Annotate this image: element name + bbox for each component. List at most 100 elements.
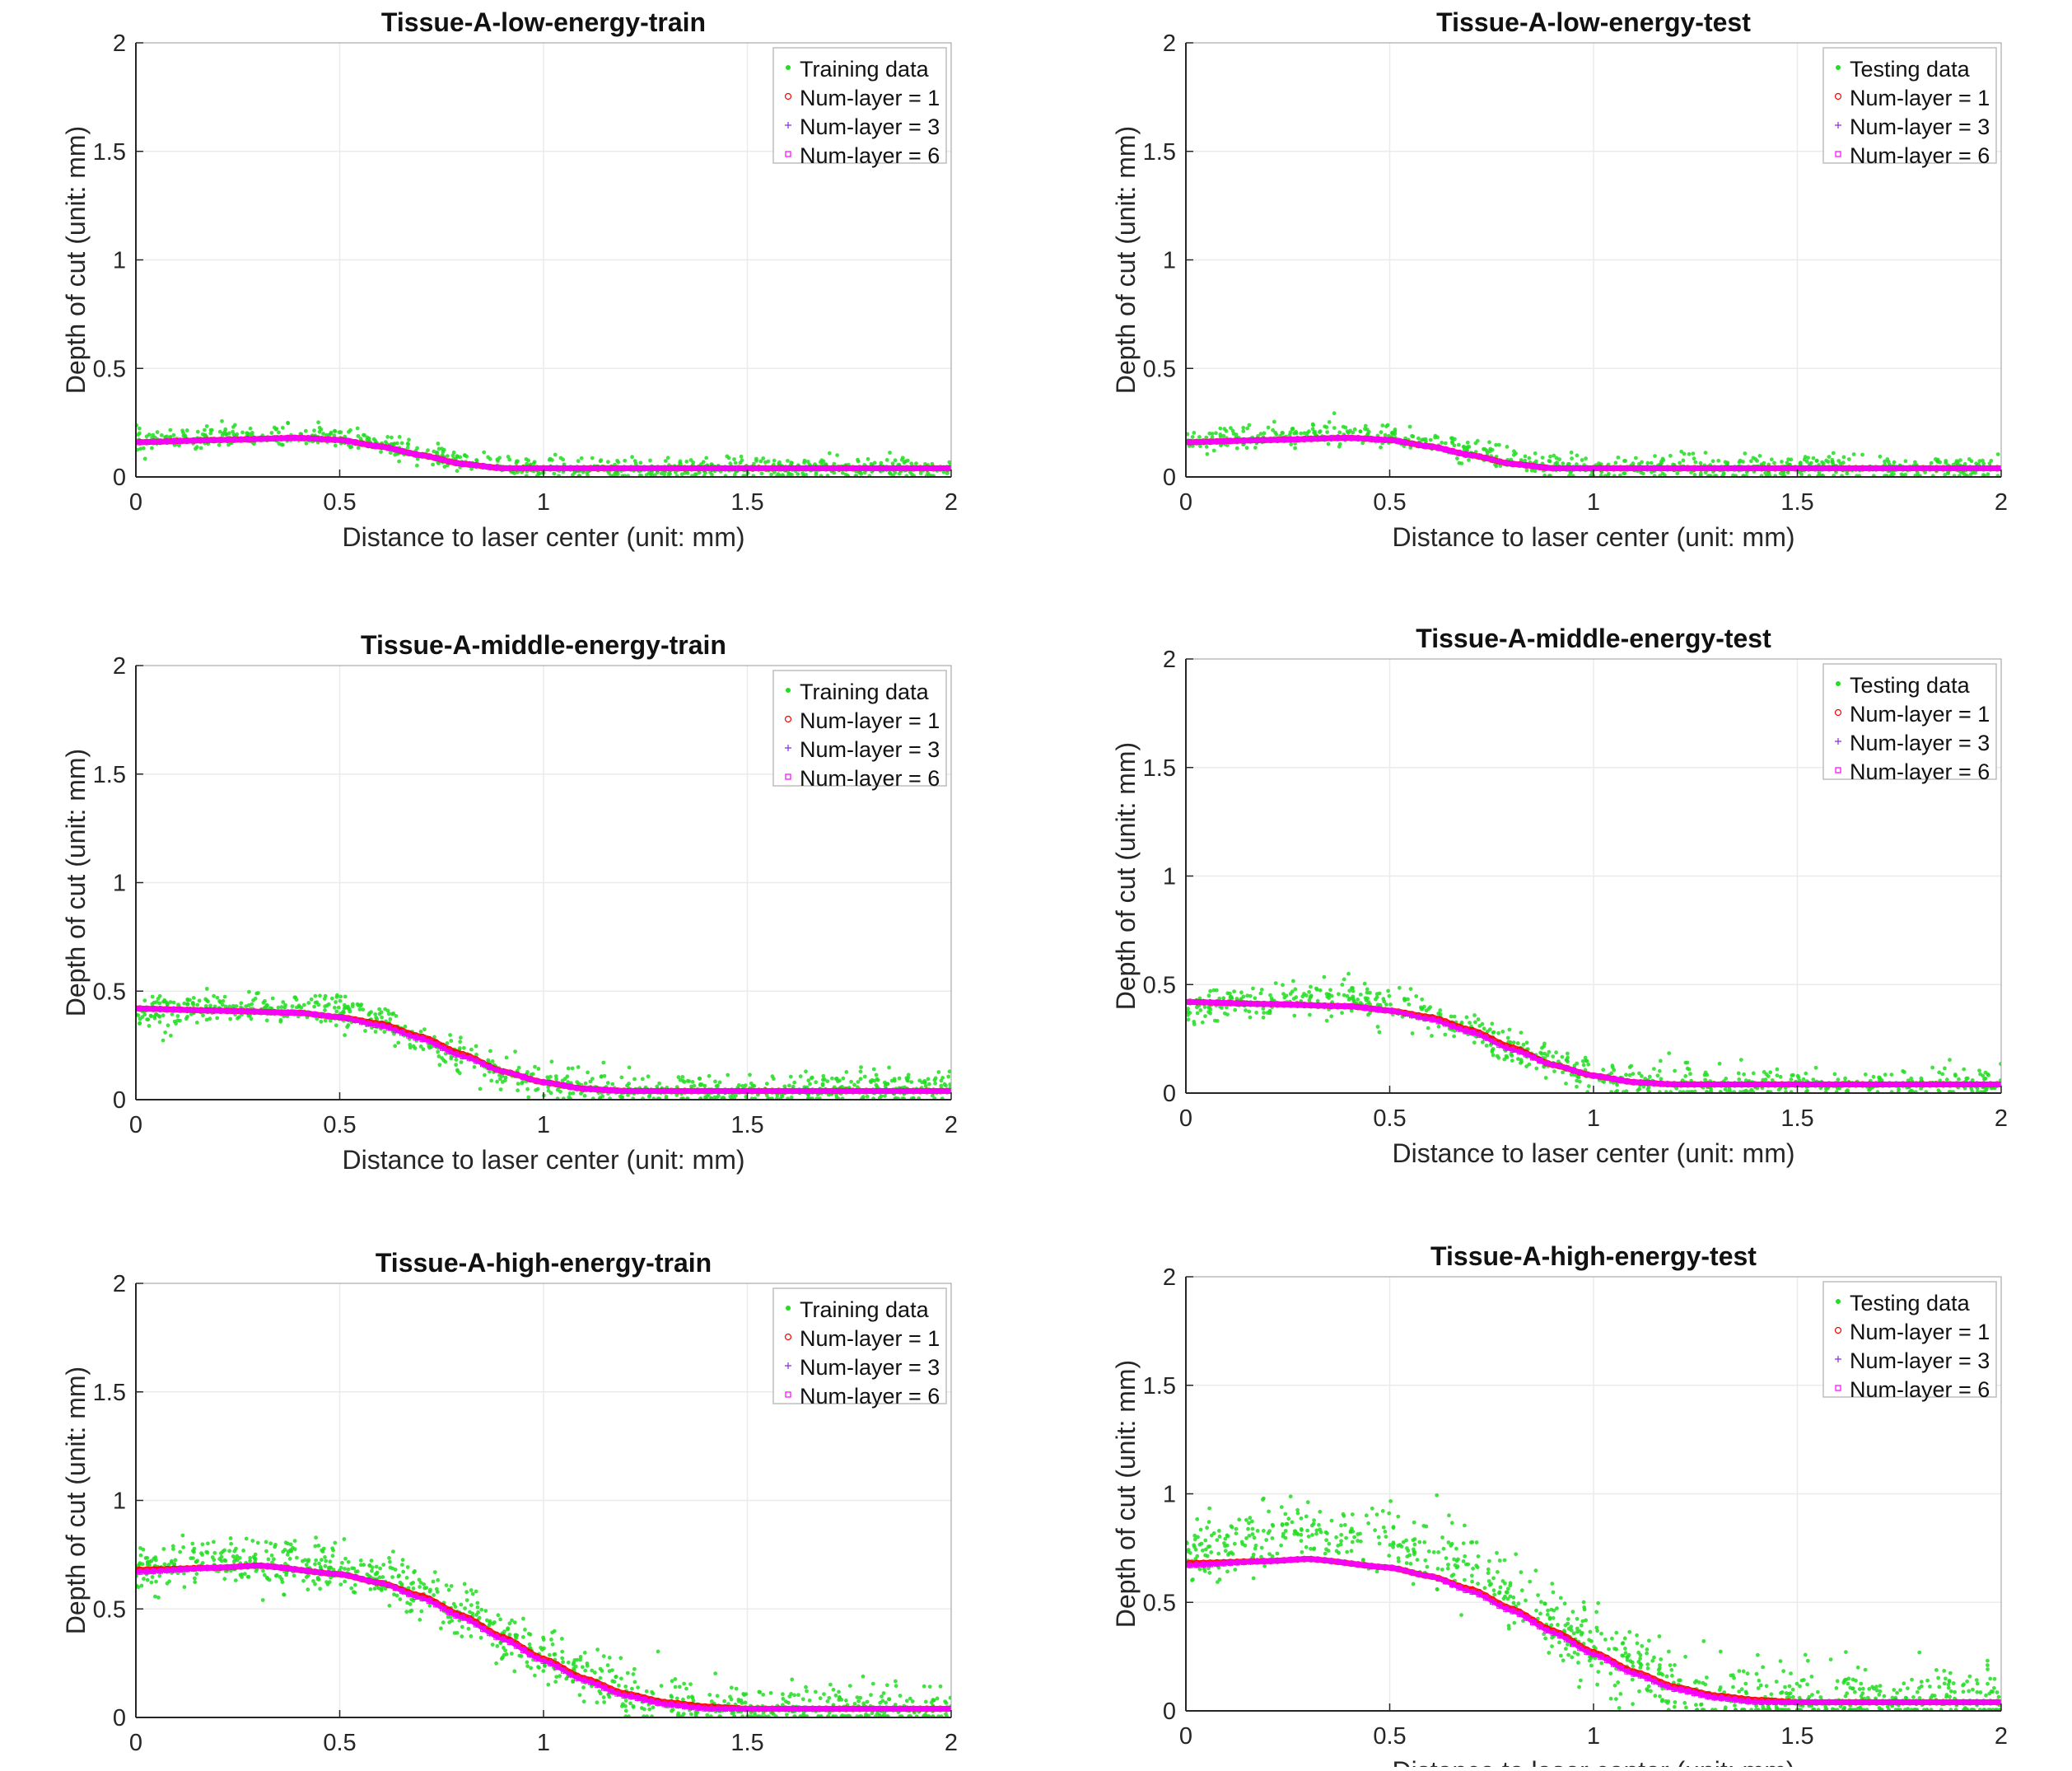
y-tick-label: 1 <box>1163 248 1176 274</box>
data-point <box>1388 1002 1393 1007</box>
data-point <box>419 1044 423 1049</box>
data-point <box>385 435 390 439</box>
data-point <box>194 446 198 451</box>
data-point <box>1772 461 1776 465</box>
data-point <box>646 1074 651 1078</box>
data-point <box>1528 456 1532 460</box>
data-point <box>1900 472 1904 476</box>
data-point <box>933 1082 937 1086</box>
data-point <box>147 1017 151 1021</box>
data-point <box>343 995 348 999</box>
data-point <box>844 1070 848 1074</box>
data-point <box>1776 1068 1780 1072</box>
data-point <box>1208 989 1212 993</box>
data-point <box>212 994 216 998</box>
data-point <box>1289 430 1293 434</box>
data-point <box>1704 1071 1708 1075</box>
data-point <box>866 1095 870 1099</box>
data-point <box>887 1066 891 1070</box>
data-point <box>407 437 411 442</box>
data-point <box>306 1001 310 1005</box>
data-point <box>1519 1060 1524 1064</box>
data-point <box>455 1058 459 1062</box>
y-tick-label: 0.5 <box>93 979 126 1005</box>
data-point <box>1514 451 1518 456</box>
data-point <box>1363 982 1367 986</box>
data-point <box>460 1625 464 1629</box>
data-point <box>769 1691 773 1695</box>
data-point <box>1640 1074 1644 1078</box>
data-point <box>1393 428 1398 432</box>
data-point <box>422 1027 427 1031</box>
data-point <box>379 450 383 454</box>
data-point <box>882 1691 886 1695</box>
data-point <box>520 1654 524 1658</box>
data-point <box>394 1568 398 1572</box>
data-point <box>828 1683 833 1687</box>
data-point <box>1216 1019 1220 1023</box>
data-point <box>1368 991 1372 995</box>
data-point <box>1688 1072 1692 1076</box>
data-point <box>267 1558 271 1562</box>
data-point <box>216 996 220 1000</box>
data-point <box>474 1590 478 1594</box>
data-point <box>536 1087 540 1091</box>
data-point <box>872 1068 876 1072</box>
data-point <box>483 1609 488 1613</box>
data-point <box>443 1060 447 1064</box>
data-point <box>849 1080 853 1084</box>
data-point <box>734 461 738 465</box>
data-point <box>1474 442 1478 446</box>
data-point <box>1225 429 1229 433</box>
data-point <box>205 1018 209 1022</box>
data-point <box>1376 1025 1380 1029</box>
data-point <box>243 1572 247 1576</box>
data-point <box>517 1066 521 1070</box>
data-point <box>1192 431 1197 435</box>
data-point <box>1281 983 1285 987</box>
data-point <box>639 460 643 465</box>
data-point <box>1768 1070 1772 1074</box>
data-point <box>748 1072 752 1077</box>
data-point <box>1575 454 1580 458</box>
data-point <box>498 1077 502 1082</box>
data-point <box>1229 426 1233 430</box>
data-point <box>1533 451 1538 456</box>
data-point <box>808 1699 812 1703</box>
data-point <box>237 1015 241 1019</box>
data-point <box>772 459 777 463</box>
data-point <box>455 469 460 473</box>
data-point <box>150 1581 154 1585</box>
data-point <box>861 1095 866 1099</box>
data-point <box>227 1549 231 1553</box>
data-point <box>1232 989 1236 993</box>
data-point <box>1693 460 1697 465</box>
data-point <box>1762 1070 1766 1074</box>
data-point <box>1565 1058 1569 1063</box>
data-point <box>190 1542 194 1546</box>
data-point <box>1832 451 1836 456</box>
data-point <box>145 1556 149 1560</box>
data-point <box>1376 1002 1380 1007</box>
data-point <box>1414 994 1418 998</box>
data-point <box>1303 431 1307 435</box>
data-point <box>184 1016 189 1021</box>
data-point <box>1724 1077 1728 1081</box>
data-point <box>1509 1053 1513 1057</box>
data-point <box>1779 1075 1783 1079</box>
data-point <box>1426 1026 1430 1030</box>
data-point <box>1364 424 1368 428</box>
data-point <box>730 1698 734 1702</box>
y-tick-label: 1 <box>1163 864 1176 890</box>
data-point <box>1455 456 1459 460</box>
data-point <box>1239 990 1244 994</box>
data-point <box>944 1084 948 1088</box>
data-point <box>464 455 469 459</box>
data-point <box>323 997 327 1001</box>
legend-label: Num-layer = 6 <box>800 766 940 791</box>
data-point <box>1547 459 1552 463</box>
y-tick-label: 1.5 <box>1143 139 1176 166</box>
data-point <box>432 450 436 454</box>
data-point <box>205 998 209 1002</box>
data-point <box>361 1007 365 1012</box>
